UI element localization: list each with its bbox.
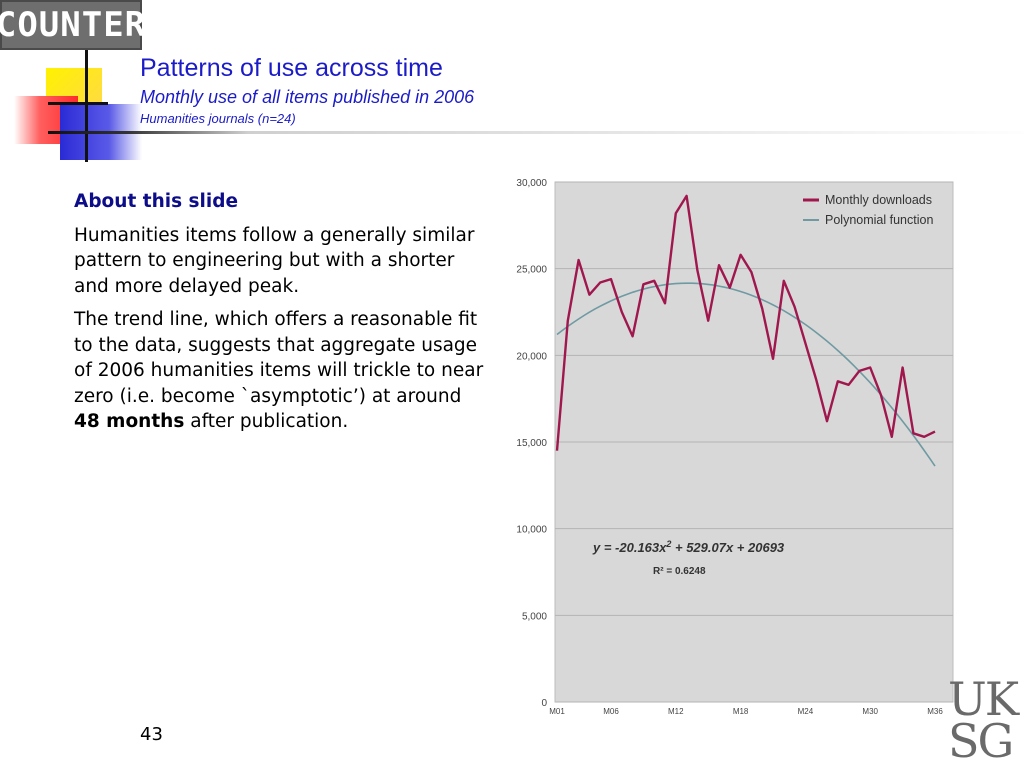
r-squared-annotation: R² = 0.6248 — [653, 566, 706, 577]
equation-annotation: y = -20.163x2 + 529.07x + 20693 — [592, 539, 785, 555]
y-tick-label: 0 — [541, 698, 547, 709]
para2-bold: 48 months — [74, 411, 185, 432]
x-tick-label: M30 — [862, 707, 878, 716]
x-tick-label: M12 — [668, 707, 684, 716]
uksg-line-2: SG — [948, 714, 1014, 768]
legend-label-downloads: Monthly downloads — [825, 193, 932, 207]
y-tick-label: 25,000 — [516, 265, 547, 276]
equation-prefix: y = -20.163x — [592, 540, 667, 555]
uksg-line-1: UK — [948, 672, 1019, 726]
uksg-logo: UK SG — [948, 672, 1019, 768]
y-tick-label: 5,000 — [522, 611, 547, 622]
downloads-chart: 0 5,000 10,000 15,000 20,000 25,000 30,000 M01 M… — [516, 178, 954, 716]
logo-text: COUNTER — [0, 5, 147, 45]
about-panel: About this slide Humanities items follow… — [74, 189, 484, 443]
series-downloads-line — [555, 194, 936, 451]
about-heading: About this slide — [74, 191, 239, 212]
y-tick-label: 10,000 — [516, 525, 547, 536]
y-tick-label: 15,000 — [516, 438, 547, 449]
x-tick-label: M06 — [603, 707, 619, 716]
y-tick-label: 30,000 — [516, 178, 547, 189]
slide-title: Patterns of use across time — [140, 54, 443, 82]
page-number: 43 — [140, 724, 163, 745]
para2-text-before: The trend line, which offers a reasonabl… — [74, 309, 484, 407]
about-paragraph-2: The trend line, which offers a reasonabl… — [74, 307, 484, 435]
header-divider — [48, 131, 1024, 134]
x-tick-label: M18 — [733, 707, 749, 716]
x-tick-label: M01 — [549, 707, 565, 716]
equation-suffix: + 529.07x + 20693 — [671, 540, 785, 555]
deco-vertical-line — [85, 50, 88, 162]
y-tick-label: 20,000 — [516, 351, 547, 362]
deco-short-line — [48, 102, 108, 105]
x-tick-label: M36 — [927, 707, 943, 716]
slide-subsubtitle: Humanities journals (n=24) — [140, 111, 296, 126]
equation-exponent: 2 — [665, 539, 671, 549]
series-polynomial-line — [556, 282, 936, 467]
counter-logo: COUNTER — [0, 0, 145, 50]
legend-label-polynomial: Polynomial function — [825, 213, 933, 227]
x-tick-label: M24 — [798, 707, 814, 716]
slide-subtitle: Monthly use of all items published in 20… — [140, 87, 475, 107]
para2-text-after: after publication. — [184, 411, 349, 432]
about-paragraph-1: Humanities items follow a generally simi… — [74, 224, 475, 297]
